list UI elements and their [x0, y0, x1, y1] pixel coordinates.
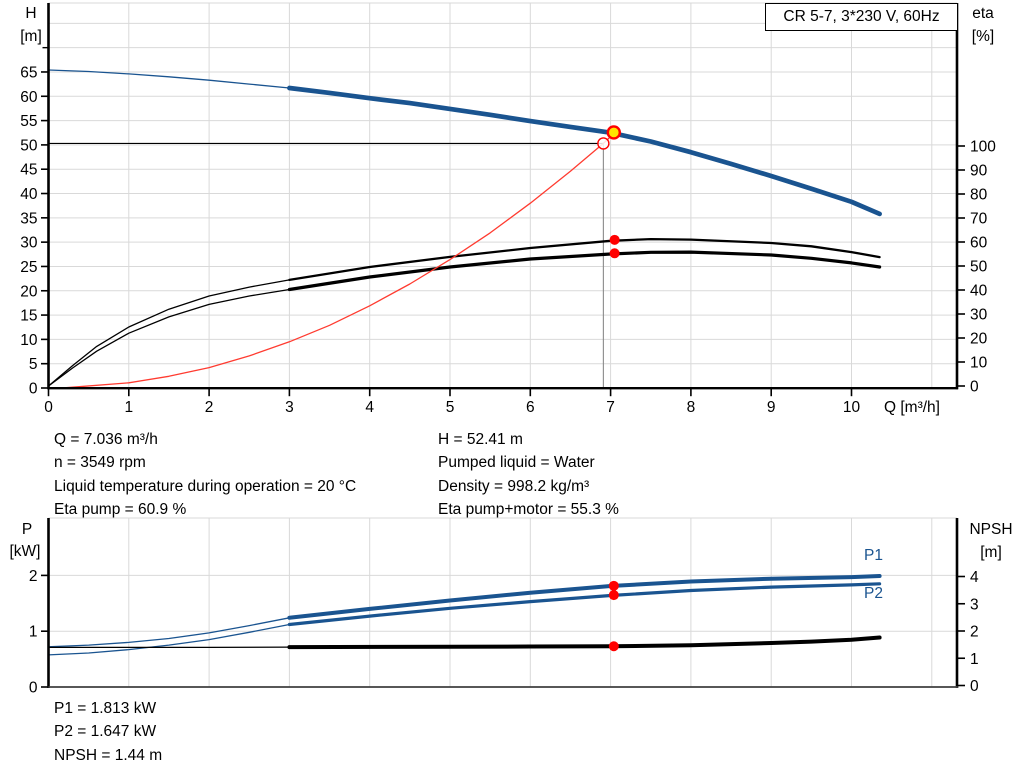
bottom-right-tick-label: 3 [970, 596, 979, 613]
top-left-tick-label: 60 [20, 89, 38, 106]
duty-point [606, 125, 622, 140]
bottom-left-tick-label: 0 [29, 680, 38, 697]
info-eta-pump: Eta pump = 60.9 % [54, 500, 187, 518]
head-axis-label: H [25, 5, 37, 22]
bottom-chart: 0 1 2 0 1 2 3 4 [29, 517, 979, 697]
top-left-tick-label: 25 [20, 259, 37, 276]
top-x-tick-label: 1 [124, 399, 133, 416]
info-density: Density = 998.2 kg/m³ [438, 477, 590, 495]
top-x-tick-label: 2 [205, 399, 214, 416]
info-head: H = 52.41 m [438, 431, 523, 448]
p1-curve-preliminary [47, 617, 291, 648]
info-speed: n = 3549 rpm [54, 454, 146, 472]
npsh-point [608, 641, 619, 652]
top-x-tick-label: 3 [285, 399, 294, 416]
info-flow: Q = 7.036 m³/h [54, 431, 158, 448]
bottom-right-tick-label: 2 [970, 624, 979, 641]
top-right-tick-label: 40 [970, 283, 988, 300]
top-x-tick-label: 6 [526, 399, 535, 416]
eta-pump-motor-curve-preliminary [47, 288, 291, 387]
bottom-left-tick-label: 1 [29, 624, 38, 641]
p2-curve-preliminary [47, 623, 291, 656]
top-right-tick-label: 10 [970, 355, 988, 372]
results-block: P1 = 1.813 kW P2 = 1.647 kW NPSH = 1.44 … [54, 697, 162, 767]
eta-axis-label: eta [972, 5, 994, 22]
top-left-tick-label: 40 [20, 186, 38, 203]
head-curve-preliminary [47, 69, 291, 89]
top-x-tick-label: 5 [446, 399, 455, 416]
top-x-tick-label: 9 [767, 399, 776, 416]
result-npsh: NPSH = 1.44 m [54, 746, 163, 764]
top-left-tick-label: 35 [20, 210, 37, 227]
eta-pump-curve [288, 237, 881, 282]
top-right-tick-label: 0 [970, 379, 979, 396]
top-right-tick-label: 70 [970, 211, 988, 228]
bottom-left-tick-label: 2 [29, 568, 38, 585]
top-left-tick-label: 5 [29, 356, 38, 373]
top-right-tick-label: 60 [970, 235, 988, 252]
bottom-right-tick-label: 1 [970, 651, 979, 668]
power-axis-unit: [kW] [9, 543, 41, 560]
top-left-tick-label: 15 [20, 308, 37, 325]
top-left-tick-label: 30 [20, 235, 38, 252]
eta-pump-motor-point [609, 248, 620, 259]
top-right-tick-label: 20 [970, 331, 988, 348]
eta-pump-curve-preliminary [47, 279, 291, 387]
p2-point [608, 590, 619, 601]
requested-duty-point [597, 137, 610, 150]
head-axis-unit: [m] [20, 28, 42, 45]
top-x-tick-label: 0 [44, 399, 53, 416]
bottom-right-tick-label: 4 [970, 569, 979, 586]
eta-pump-point [609, 234, 620, 245]
top-right-tick-label: 50 [970, 259, 988, 276]
eta-pump-motor-curve [287, 250, 882, 292]
power-axis-label: P [21, 521, 33, 538]
top-x-tick-label: 4 [365, 399, 374, 416]
npsh-axis-label: NPSH [969, 521, 1013, 538]
top-left-tick-label: 45 [20, 162, 37, 179]
info-pumped-liquid: Pumped liquid = Water [438, 454, 595, 472]
p1-curve-label: P1 [864, 547, 883, 564]
top-right-tick-label: 90 [970, 163, 988, 180]
info-liquid-temperature: Liquid temperature during operation = 20… [54, 477, 357, 495]
top-x-tick-label: 8 [687, 399, 696, 416]
result-p2: P2 = 1.647 kW [54, 723, 157, 741]
info-block-left: Q = 7.036 m³/h n = 3549 rpm Liquid tempe… [54, 428, 356, 521]
p1-point [608, 580, 619, 591]
eta-axis-unit: [%] [971, 28, 995, 45]
top-left-tick-label: 50 [20, 137, 38, 154]
top-left-tick-label: 0 [29, 381, 38, 398]
top-left-tick-label: 10 [20, 332, 38, 349]
bottom-right-tick-label: 0 [970, 678, 979, 695]
top-left-tick-label: 65 [20, 64, 37, 81]
top-right-tick-label: 100 [970, 139, 996, 156]
result-p1: P1 = 1.813 kW [54, 700, 157, 717]
top-x-tick-label: 7 [606, 399, 615, 416]
top-left-tick-label: 55 [20, 113, 37, 130]
top-left-tick-label: 20 [20, 283, 38, 300]
flow-axis-label: Q [m³/h] [884, 399, 940, 416]
p2-curve-label: P2 [864, 585, 883, 602]
system-curve [63, 130, 617, 389]
top-right-tick-label: 80 [970, 187, 988, 204]
head-curve [287, 85, 882, 217]
npsh-axis-unit: [m] [980, 544, 1002, 561]
top-x-tick-label: 10 [843, 399, 861, 416]
top-chart: 0510152025303540455055606501020304050607… [20, 2, 996, 416]
npsh-curve [287, 635, 882, 650]
info-eta-pump-motor: Eta pump+motor = 55.3 % [438, 500, 619, 518]
pump-title-box: CR 5-7, 3*230 V, 60Hz [765, 3, 958, 31]
top-right-tick-label: 30 [970, 307, 988, 324]
info-block-right: H = 52.41 m Pumped liquid = Water Densit… [438, 428, 619, 521]
